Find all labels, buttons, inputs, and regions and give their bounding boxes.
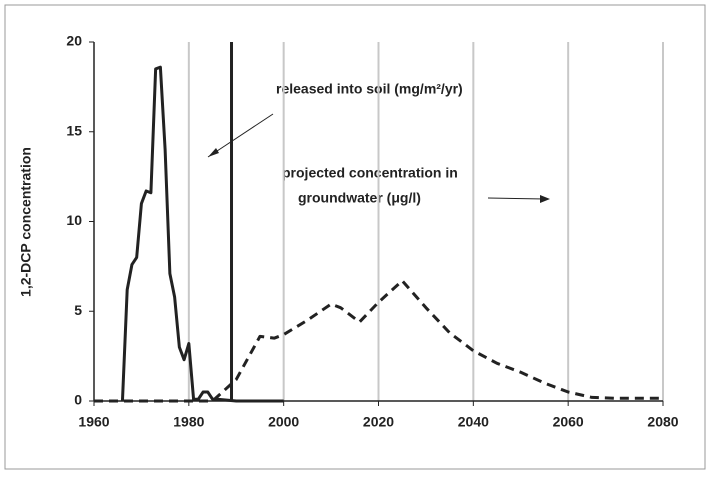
y-axis-label: 1,2-DCP concentration [18, 147, 34, 297]
x-tick-label: 2060 [553, 414, 584, 430]
annotation: projected concentration in [282, 165, 458, 181]
y-tick-label: 20 [66, 33, 82, 49]
arrow [207, 113, 274, 158]
x-tick-label: 2040 [458, 414, 489, 430]
annotation: released into soil (mg/m²/yr) [276, 81, 463, 97]
series-line [120, 65, 284, 403]
y-tick-label: 0 [74, 392, 82, 408]
arrow-head [540, 195, 550, 203]
arrow [487, 197, 546, 200]
x-tick-label: 1960 [78, 414, 109, 430]
x-tick-label: 2000 [268, 414, 299, 430]
y-tick-label: 5 [74, 302, 82, 318]
x-tick-label: 2080 [647, 414, 678, 430]
annotation: groundwater (μg/l) [298, 190, 421, 206]
x-tick-label: 1980 [173, 414, 204, 430]
x-tick-label: 2020 [363, 414, 394, 430]
arrow-head [208, 148, 219, 157]
frame [4, 4, 706, 470]
y-tick-label: 10 [66, 212, 82, 228]
y-tick-label: 15 [66, 122, 82, 138]
